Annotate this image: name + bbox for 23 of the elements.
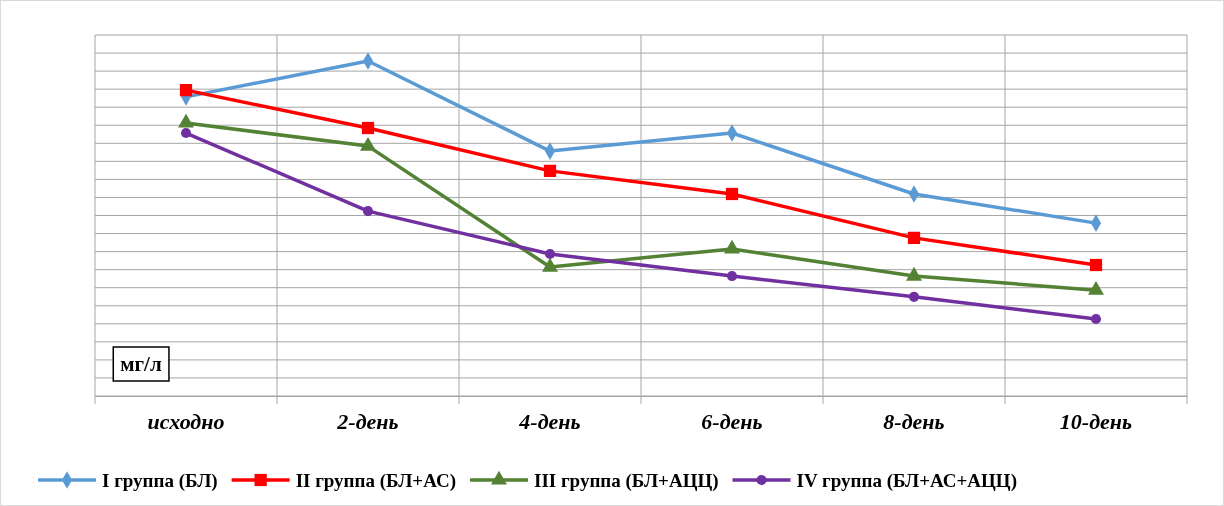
point — [543, 164, 557, 177]
legend-label: IV группа (БЛ+АС+АЦЦ) — [796, 470, 1017, 492]
point — [907, 231, 921, 244]
point — [1089, 258, 1103, 272]
point — [180, 127, 192, 139]
point — [362, 206, 374, 217]
point — [908, 291, 920, 302]
legend-label: III группа (БЛ+АЦЦ) — [534, 470, 719, 492]
x-tick-label: 10-день — [1059, 409, 1133, 434]
y-axis-title: мг/л — [120, 352, 162, 376]
point — [361, 121, 375, 135]
point — [726, 271, 738, 282]
x-tick-label: 6-день — [701, 409, 763, 434]
legend-label: I группа (БЛ) — [102, 470, 218, 492]
point — [179, 84, 193, 97]
x-tick-label: 8-день — [883, 409, 945, 434]
point — [1090, 313, 1102, 324]
legend-label: II группа (БЛ+АС) — [295, 470, 456, 492]
point — [544, 248, 556, 259]
point — [725, 187, 739, 201]
x-tick-label: 4-день — [518, 409, 581, 434]
x-tick-label: 2-день — [336, 409, 399, 434]
x-tick-label: исходно — [147, 409, 225, 434]
